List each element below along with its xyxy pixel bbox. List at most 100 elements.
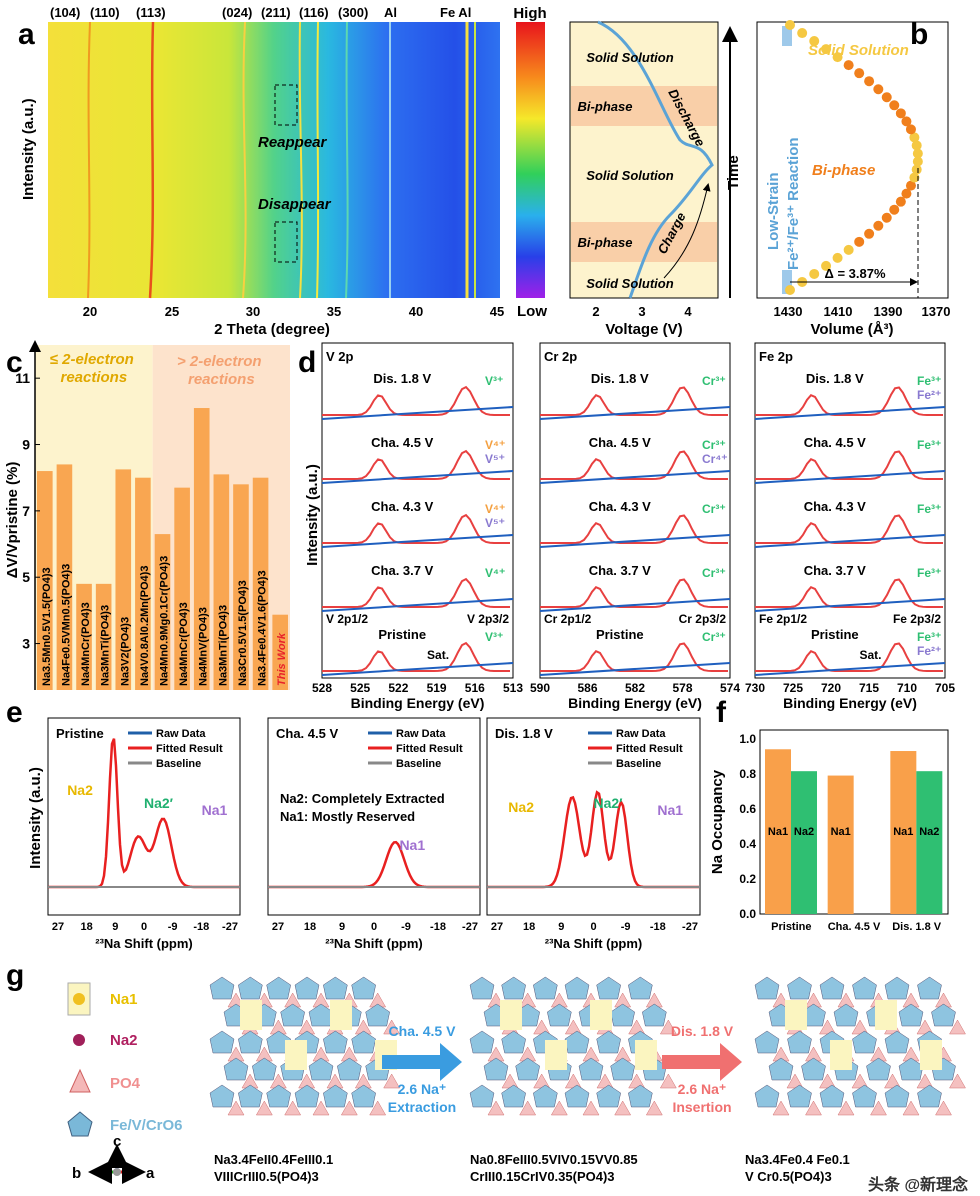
octahedron — [501, 1030, 526, 1054]
nmr-legend-label: Raw Data — [396, 728, 446, 740]
bar — [272, 614, 288, 690]
octahedron — [280, 1003, 305, 1027]
volume-point — [909, 172, 920, 183]
f-ytick-label: 0.6 — [739, 802, 756, 816]
tetrahedron — [902, 1100, 920, 1116]
xps-peak-label: Cr 2p3/2 — [679, 612, 727, 626]
na1-site — [545, 1040, 567, 1070]
nmr-xtick: -18 — [430, 921, 446, 933]
nmr-xtick: 9 — [339, 921, 345, 933]
xps-state-label: V³⁺ — [485, 374, 503, 388]
nmr-site-label: Na2′ — [594, 795, 624, 811]
volume-point — [809, 268, 820, 279]
bar — [135, 477, 151, 690]
na1-site — [830, 1040, 852, 1070]
xps-fit-curve — [322, 577, 510, 608]
crystal-structures — [209, 976, 966, 1116]
tetrahedron — [949, 1019, 966, 1035]
octahedron — [501, 1084, 526, 1108]
biphase-label: Bi-phase — [812, 162, 875, 179]
xrd-ylabel: Intensity (a.u.) — [20, 98, 37, 200]
xps-baseline — [539, 470, 731, 484]
octahedron — [209, 1084, 235, 1108]
na1-site — [785, 1000, 807, 1030]
xps-title: V 2p — [326, 349, 354, 364]
octahedron — [323, 976, 348, 1000]
octahedron — [787, 1084, 812, 1108]
delta-label: Δ = 3.87% — [824, 266, 885, 281]
xps-baseline — [539, 534, 731, 548]
xps-xtick: 710 — [897, 681, 917, 695]
tetrahedron — [312, 1100, 330, 1116]
xps-fit-curve — [322, 513, 510, 544]
na1-site — [240, 1000, 262, 1030]
nmr-site-label: Na1 — [399, 837, 425, 853]
nmr-legend-label: Baseline — [616, 758, 661, 770]
text-line: ≤ 2-electron — [50, 351, 138, 368]
octahedron — [596, 1084, 621, 1108]
nmr-site-label: Na2 — [67, 782, 93, 798]
nmr-legend-label: Raw Data — [616, 728, 666, 740]
svg-text:1410: 1410 — [824, 304, 853, 319]
tetrahedron — [870, 1100, 887, 1116]
tetrahedron — [383, 1073, 401, 1089]
xps-baseline — [754, 470, 946, 484]
strain-marker — [782, 26, 792, 46]
octahedron — [931, 1003, 956, 1027]
na1-site — [285, 1040, 307, 1070]
nmr-xlabel: ²³Na Shift (ppm) — [325, 936, 422, 951]
octahedron — [866, 1057, 891, 1081]
octahedron — [628, 1084, 653, 1108]
volume-point — [889, 204, 900, 215]
xps-fit-curve — [755, 642, 943, 672]
insertion-arrow — [662, 1043, 742, 1081]
xps-fit-curve — [755, 386, 943, 416]
svg-text:Bi-phase: Bi-phase — [578, 235, 633, 250]
text-line: V Cr0.5(PO4)3 — [745, 1169, 832, 1184]
octahedron — [266, 1084, 291, 1108]
volume-point — [912, 156, 923, 167]
reappear-box — [274, 84, 298, 126]
arrow1-sub: 2.6 Na⁺ — [398, 1081, 447, 1097]
xps-row-label: Cha. 4.5 V — [804, 435, 866, 450]
octahedron — [308, 1057, 334, 1081]
colorbar-low: Low — [517, 303, 547, 320]
arrow1-sub2: Extraction — [388, 1099, 456, 1115]
xps-xtick: 705 — [935, 681, 955, 695]
tetrahedron — [550, 1100, 568, 1116]
voltage-xticks: 2 3 4 — [592, 304, 692, 319]
svg-text:(116): (116) — [299, 5, 329, 20]
octahedron — [515, 1057, 540, 1081]
octahedron — [852, 1030, 877, 1054]
voltage-curve — [597, 20, 714, 299]
nmr-legend-label: Fitted Result — [156, 743, 223, 755]
bar — [37, 471, 53, 690]
xps-state-label: Cr³⁺ — [702, 438, 726, 452]
xps-xtick: 516 — [465, 681, 485, 695]
group2-label: > 2-electron reactions — [177, 353, 266, 388]
octahedron — [768, 1057, 794, 1081]
tetrahedron — [805, 1100, 822, 1116]
xps-row-label: Cha. 3.7 V — [371, 563, 433, 578]
text-line: reactions — [188, 371, 255, 388]
octahedron — [365, 1003, 390, 1027]
xps-fit-curve — [755, 514, 943, 544]
octahedron — [596, 1030, 621, 1054]
nmr-fit-curve — [268, 840, 480, 889]
volume-point — [905, 180, 916, 191]
bar-series-label: Na2 — [794, 826, 814, 838]
na1-site — [590, 1000, 612, 1030]
octahedron — [917, 976, 942, 1000]
xps-row-label: Pristine — [378, 627, 426, 642]
tetrahedron — [519, 1100, 537, 1116]
svg-text:45: 45 — [490, 304, 504, 319]
bar-category-label: Na4V0.8Al0.2Mn(PO4)3 — [139, 566, 151, 686]
xps-baseline — [321, 662, 514, 676]
xps-state-label: V⁴⁺ — [485, 566, 505, 580]
octahedron — [533, 1084, 558, 1108]
octahedron — [884, 976, 910, 1000]
octahedron — [628, 976, 653, 1000]
octahedron — [469, 976, 495, 1000]
octahedron — [323, 1030, 348, 1054]
volume-point — [873, 220, 884, 231]
